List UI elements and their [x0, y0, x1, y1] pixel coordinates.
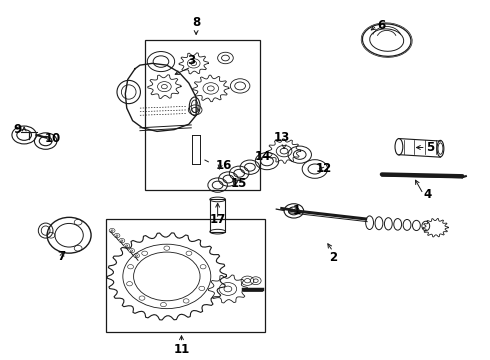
- Text: 16: 16: [216, 159, 232, 172]
- Text: 6: 6: [377, 19, 385, 32]
- Text: 3: 3: [187, 54, 196, 67]
- Text: 9: 9: [14, 123, 22, 136]
- Text: 15: 15: [230, 177, 247, 190]
- Text: 14: 14: [255, 150, 271, 163]
- Text: 12: 12: [316, 162, 332, 175]
- Text: 13: 13: [273, 131, 290, 144]
- Text: 8: 8: [192, 16, 200, 30]
- Text: 10: 10: [45, 132, 61, 145]
- Text: 4: 4: [423, 188, 432, 201]
- Bar: [106, 219, 265, 332]
- Text: 1: 1: [293, 204, 301, 217]
- Bar: [210, 199, 225, 231]
- Text: 17: 17: [210, 213, 226, 226]
- Text: 5: 5: [426, 141, 434, 154]
- Bar: [145, 40, 260, 190]
- Text: 11: 11: [173, 343, 190, 356]
- Text: 7: 7: [58, 250, 66, 263]
- Text: 2: 2: [329, 251, 337, 264]
